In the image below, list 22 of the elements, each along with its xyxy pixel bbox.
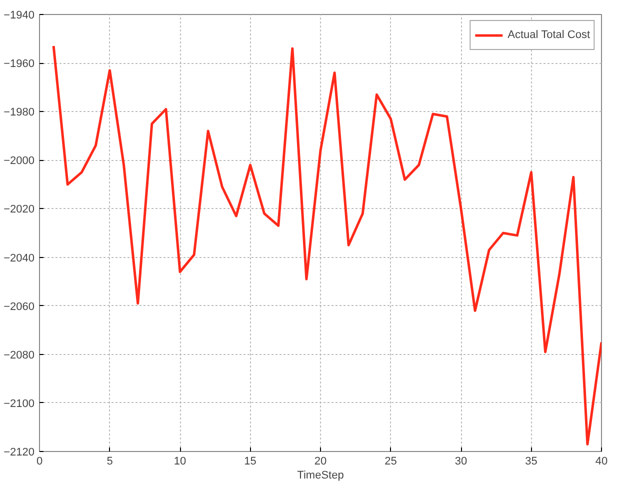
y-tick-label: −2020: [4, 204, 35, 216]
y-tick-label: −1980: [4, 106, 35, 119]
y-tick-label: −2040: [4, 252, 35, 264]
x-tick-label: 30: [454, 456, 468, 468]
legend-label: Actual Total Cost: [508, 29, 590, 41]
x-axis-title: TimeStep: [297, 470, 344, 482]
x-tick-label: 5: [106, 456, 113, 468]
x-tick-label: 40: [595, 456, 608, 468]
y-tick-label: −2080: [4, 349, 35, 362]
y-tick-label: −1940: [4, 10, 35, 22]
y-tick-label: −1960: [4, 58, 35, 70]
x-tick-label: 0: [36, 456, 43, 468]
x-tick-label: 15: [244, 456, 256, 468]
line-series: [52, 44, 602, 446]
y-tick-label: −2000: [4, 155, 35, 168]
x-tick-label: 35: [525, 456, 538, 468]
y-tick-label: −2120: [4, 446, 35, 458]
x-tick-label: 25: [384, 456, 397, 468]
y-tick-label: −2100: [4, 398, 35, 410]
y-tick-label: −2060: [4, 300, 35, 313]
x-tick-label: 10: [174, 456, 186, 468]
x-tick-label: 20: [314, 456, 327, 468]
